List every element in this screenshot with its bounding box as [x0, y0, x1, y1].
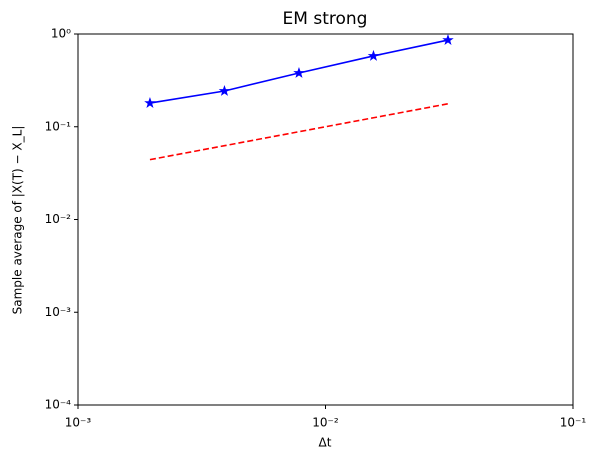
marker — [144, 97, 156, 108]
x-axis-label: Δt — [319, 436, 332, 450]
x-tick-label: 10⁻³ — [65, 416, 92, 430]
marker — [218, 84, 231, 96]
y-axis-label: Sample average of |X(T) − X_L| — [11, 126, 25, 315]
marker — [293, 66, 305, 78]
y-tick-label: 10⁰ — [51, 27, 71, 41]
y-tick-label: 10⁻⁴ — [45, 398, 72, 412]
y-tick-label: 10⁻³ — [45, 305, 72, 319]
chart-title: EM strong — [283, 9, 368, 29]
marker — [442, 34, 454, 45]
x-tick-label: 10⁻² — [312, 416, 339, 430]
plot-frame — [77, 33, 574, 406]
series-line — [149, 103, 449, 161]
y-tick-label: 10⁻¹ — [45, 119, 72, 133]
marker — [367, 49, 380, 61]
x-tick-label: 10⁻¹ — [560, 416, 587, 430]
y-tick-label: 10⁻² — [45, 212, 72, 226]
